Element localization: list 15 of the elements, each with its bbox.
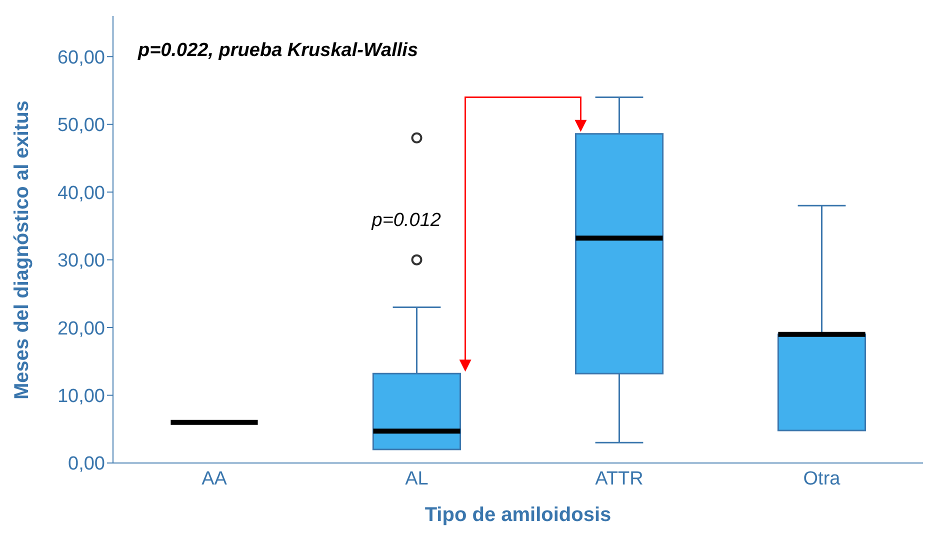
- x-axis-title: Tipo de amiloidosis: [424, 504, 612, 526]
- x-tick-label: AA: [202, 468, 228, 490]
- annotation: p=0.022, prueba Kruskal-Wallis: [137, 40, 418, 61]
- y-tick-label: 60,00: [57, 47, 105, 68]
- y-tick-label: 10,00: [57, 386, 105, 408]
- y-tick-label: 40,00: [57, 182, 105, 204]
- y-tick-label: 50,00: [57, 115, 105, 136]
- x-tick-label: AL: [405, 468, 428, 490]
- y-tick-label: 0,00: [68, 454, 105, 475]
- annotation: p=0.012: [370, 210, 442, 231]
- x-tick-label: ATTR: [595, 468, 644, 490]
- y-tick-label: 20,00: [57, 318, 105, 340]
- y-axis-title: Meses del diagnóstico al exitus: [11, 100, 34, 400]
- y-tick-label: 30,00: [57, 250, 105, 272]
- x-tick-label: Otra: [803, 468, 841, 490]
